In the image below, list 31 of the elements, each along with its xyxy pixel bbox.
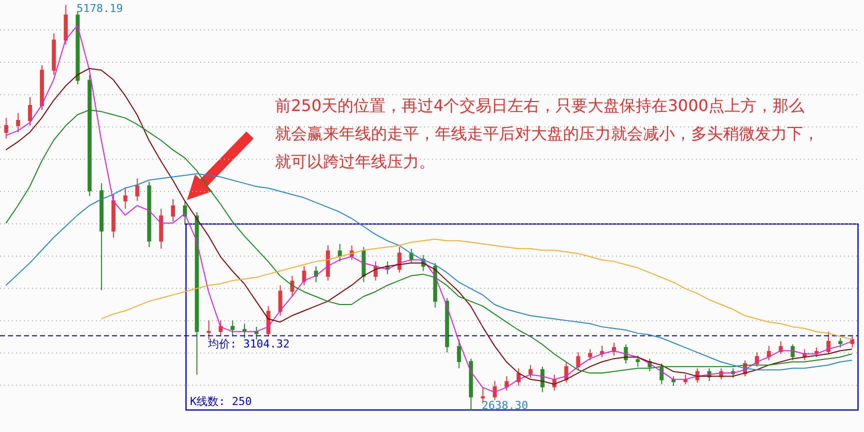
candlestick bbox=[135, 178, 140, 202]
candlestick bbox=[278, 284, 282, 316]
annotation: 2638.30 bbox=[482, 398, 528, 412]
candlestick bbox=[123, 188, 128, 210]
candlestick bbox=[790, 344, 795, 361]
candlestick bbox=[206, 320, 211, 340]
candlestick bbox=[338, 243, 342, 262]
candlestick bbox=[838, 337, 842, 348]
candlestick bbox=[28, 96, 32, 126]
annotation: 5178.19 bbox=[76, 2, 123, 15]
ref-line-label: 均价: 3104.32 bbox=[207, 338, 290, 351]
annotation: K线数: 250 bbox=[190, 394, 252, 409]
candlestick bbox=[230, 320, 235, 337]
candlestick bbox=[457, 339, 462, 369]
candlestick bbox=[4, 117, 8, 140]
candlestick bbox=[588, 348, 592, 361]
candlestick bbox=[314, 266, 318, 283]
annotation: 前250天的位置，再过4个交易日左右，只要大盘保持在3000点上方，那么就会赢来年线的走平，年线走平后对大盘的压力就会减小，多头稍微发力下，就可以跨过年线压力。 bbox=[275, 95, 820, 173]
candlestick bbox=[504, 376, 509, 392]
candlestick bbox=[528, 364, 533, 378]
candlestick bbox=[492, 380, 497, 401]
candlestick bbox=[290, 275, 294, 298]
candlestick bbox=[766, 345, 771, 361]
candlestick bbox=[695, 368, 700, 384]
candlestick bbox=[218, 320, 223, 337]
candlestick bbox=[636, 355, 640, 368]
candlestick bbox=[302, 266, 306, 286]
candlestick bbox=[171, 198, 176, 222]
candlestick bbox=[16, 112, 20, 133]
candlestick bbox=[576, 352, 580, 370]
candlestick bbox=[826, 331, 830, 354]
